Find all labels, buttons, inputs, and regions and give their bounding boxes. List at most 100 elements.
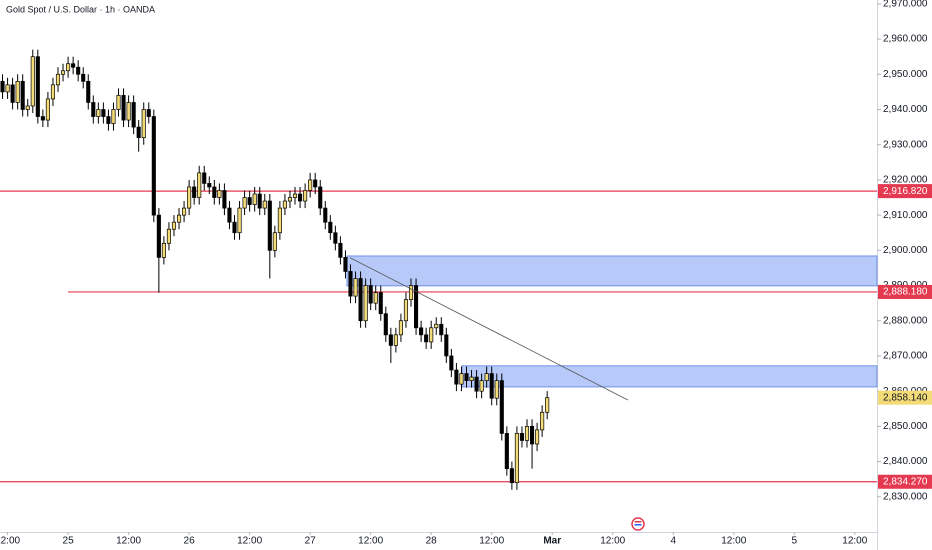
candle-body (40, 116, 45, 121)
candle-body (378, 292, 383, 315)
candle-body (287, 197, 293, 202)
candle-body (504, 433, 509, 469)
candle-body (257, 193, 262, 209)
candle-body (60, 70, 66, 75)
candle-body (444, 334, 449, 357)
candle-body (308, 179, 313, 191)
candle-body (419, 327, 424, 336)
zone (461, 365, 878, 388)
candle-body (535, 429, 540, 445)
candle-body (519, 433, 525, 441)
candle-body (408, 285, 414, 300)
candle-body (15, 80, 20, 103)
x-tick-label: 25 (63, 536, 75, 547)
x-tick-label: 12:00 (479, 536, 504, 547)
candle-body (479, 380, 484, 392)
y-tick-label: 2,940.000 (883, 104, 928, 115)
candle-body (35, 56, 40, 117)
candle-body (156, 214, 161, 258)
candle-body (161, 242, 166, 258)
candle-body (393, 334, 398, 346)
x-tick-label: 12:00 (116, 536, 141, 547)
candle-body (469, 376, 474, 381)
candle-body (424, 334, 429, 343)
trend-line (349, 257, 629, 401)
candle-body (66, 63, 71, 72)
x-tick-label: 28 (426, 536, 438, 547)
candle-body (499, 380, 504, 434)
price-label-box (878, 474, 932, 489)
candle-body (232, 221, 237, 234)
candle-body (545, 397, 550, 413)
candle-body (81, 73, 86, 82)
candle-body (131, 102, 136, 128)
flag-stripe (634, 521, 642, 523)
candle-body (530, 426, 535, 445)
candle-body (187, 186, 192, 209)
candle-body (282, 200, 287, 209)
candle-body (71, 63, 76, 68)
candle-body (55, 73, 61, 86)
last-price-box (878, 390, 932, 405)
event-flag[interactable] (631, 517, 645, 531)
candle-body (151, 116, 156, 216)
candle-body (333, 232, 338, 244)
y-tick-label: 2,950.000 (883, 69, 928, 80)
candle-body (459, 373, 464, 385)
candle-body (318, 186, 323, 209)
candle-body (449, 355, 454, 371)
candle-body (328, 221, 333, 234)
candle-body (524, 426, 530, 441)
candle-body (353, 278, 358, 297)
candle-body (136, 126, 141, 139)
candle-body (348, 271, 353, 297)
candle-body (45, 98, 50, 121)
price-label-box (878, 184, 932, 199)
candle-body (398, 320, 403, 336)
candle-body (434, 323, 439, 329)
candle-body (262, 200, 267, 209)
price-label: 2,916.820 (883, 186, 928, 197)
last-price-label: 2,858.140 (883, 392, 928, 403)
candle-body (171, 221, 177, 230)
candle-body (192, 186, 197, 198)
candle-body (484, 373, 489, 381)
candle-body (106, 116, 111, 124)
candle-body (91, 102, 96, 117)
candle-body (247, 197, 252, 205)
x-tick-label: 26 (184, 536, 196, 547)
candle-body (146, 109, 151, 117)
candle-body (10, 84, 15, 103)
x-tick-label: 12:00 (600, 536, 625, 547)
candle-body (227, 207, 232, 223)
candle-body (358, 278, 363, 322)
candle-body (494, 380, 499, 399)
candle-body (313, 179, 318, 188)
x-tick-label: 5 (792, 536, 798, 547)
x-tick-label: 12:00 (721, 536, 746, 547)
candle-body (383, 313, 388, 336)
y-tick-label: 2,850.000 (883, 421, 928, 432)
candle-body (96, 109, 101, 117)
x-tick-label: 12:00 (0, 536, 21, 547)
x-tick-label: 27 (305, 536, 317, 547)
candle-body (414, 285, 419, 329)
candle-body (429, 327, 434, 343)
chart-title: Gold Spot / U.S. Dollar · 1h · OANDA (6, 4, 155, 14)
candle-body (439, 323, 444, 336)
candle-body (217, 190, 222, 198)
y-tick-label: 2,920.000 (883, 175, 928, 186)
candle-body (338, 242, 343, 258)
y-tick-label: 2,910.000 (883, 210, 928, 221)
candle-body (242, 197, 247, 209)
y-tick-label: 2,870.000 (883, 351, 928, 362)
candle-body (0, 80, 5, 93)
x-tick-label: 4 (670, 536, 676, 547)
candle-body (182, 207, 187, 216)
candle-body (363, 285, 368, 322)
price-label: 2,888.180 (883, 287, 928, 298)
candle-body (176, 214, 182, 223)
candle-body (514, 433, 519, 484)
candle-body (50, 84, 56, 100)
